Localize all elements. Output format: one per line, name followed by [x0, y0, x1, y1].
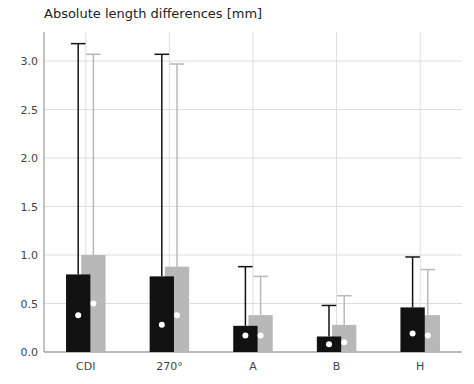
upper-whisker-cap: [238, 266, 253, 268]
y-tick-label: 1.5: [21, 201, 39, 214]
axes: 0.0 0.5 1.0 1.5 2.0 2.5 3.0 CDI 270° A B H: [21, 32, 463, 373]
upper-whisker: [427, 270, 429, 316]
box-series: [66, 44, 425, 352]
upper-whisker: [161, 54, 163, 276]
median-dot: [341, 339, 347, 345]
median-dot: [258, 333, 264, 339]
upper-whisker-cap: [71, 43, 86, 45]
box-series: [81, 54, 440, 352]
median-dot: [75, 312, 81, 318]
x-tick-label: H: [416, 360, 424, 373]
median-dot: [159, 322, 165, 328]
upper-whisker: [260, 276, 262, 315]
upper-whisker-cap: [86, 54, 101, 56]
box: [400, 307, 424, 352]
upper-whisker: [328, 305, 330, 336]
upper-whisker-cap: [170, 63, 185, 65]
marks: [66, 44, 440, 352]
median-dot: [90, 301, 96, 307]
y-tick-label: 3.0: [21, 55, 39, 68]
upper-whisker: [176, 64, 178, 267]
upper-whisker-cap: [155, 54, 170, 56]
y-axis-line: [44, 32, 45, 352]
median-dot: [242, 333, 248, 339]
upper-whisker: [412, 257, 414, 307]
upper-whisker-cap: [405, 256, 420, 258]
box: [233, 326, 257, 352]
y-tick-label: 0.0: [21, 346, 39, 359]
x-tick-label: A: [249, 360, 257, 373]
x-tick-label: CDI: [76, 360, 95, 373]
y-tick-label: 2.5: [21, 104, 39, 117]
median-dots: [75, 301, 431, 348]
upper-whisker-cap: [253, 276, 268, 278]
upper-whisker-cap: [322, 305, 337, 307]
median-dot: [174, 312, 180, 318]
upper-whisker: [245, 267, 247, 326]
title: Absolute length differences [mm]: [44, 6, 262, 21]
box: [66, 274, 90, 352]
x-tick-label: 270°: [156, 360, 183, 373]
median-dot: [425, 333, 431, 339]
box: [150, 276, 174, 352]
upper-whisker: [93, 54, 95, 255]
x-grid-line: [420, 32, 421, 352]
x-grid-line: [336, 32, 337, 352]
x-tick-label: B: [333, 360, 341, 373]
upper-whisker-cap: [421, 269, 436, 271]
x-grid-line: [253, 32, 254, 352]
upper-whisker: [77, 44, 79, 275]
chart: Absolute length differences [mm] 0.0 0.5 1.…: [0, 0, 474, 384]
median-dot: [410, 331, 416, 337]
grid: [44, 32, 462, 352]
y-tick-label: 2.0: [21, 152, 39, 165]
upper-whisker-cap: [337, 295, 352, 297]
y-tick-label: 1.0: [21, 249, 39, 262]
box: [317, 336, 341, 352]
y-tick-label: 0.5: [21, 298, 39, 311]
upper-whisker: [343, 296, 345, 325]
median-dot: [326, 341, 332, 347]
